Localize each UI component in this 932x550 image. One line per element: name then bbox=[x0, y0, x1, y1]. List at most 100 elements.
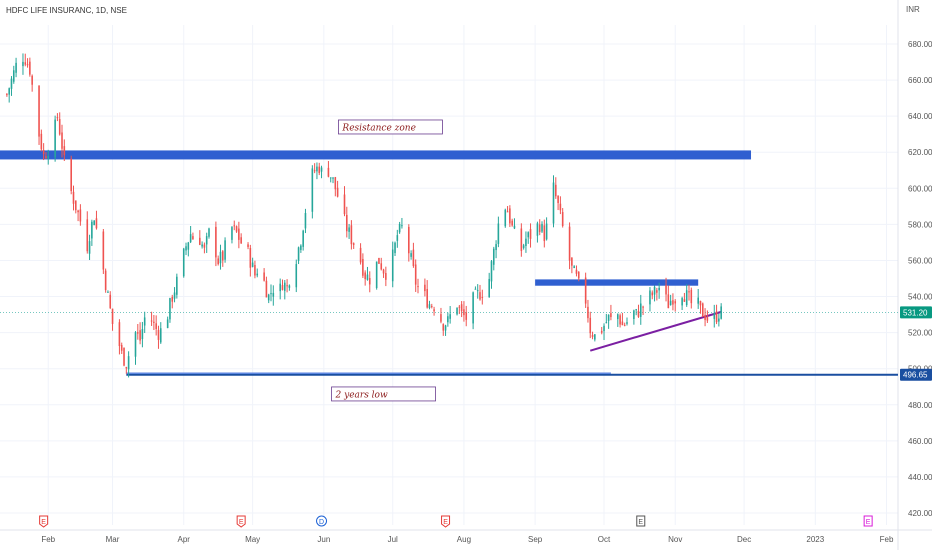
candle-body bbox=[444, 325, 447, 331]
candle-body bbox=[626, 322, 628, 324]
candle-body bbox=[150, 320, 153, 322]
candle-body bbox=[182, 248, 185, 277]
candle-body bbox=[29, 61, 31, 75]
x-tick-label: May bbox=[245, 535, 260, 544]
candle-body bbox=[426, 289, 428, 308]
candle-body bbox=[368, 278, 371, 285]
candle-body bbox=[520, 228, 523, 251]
candle-body bbox=[88, 241, 91, 254]
candle-body bbox=[720, 306, 722, 319]
candle-body bbox=[192, 236, 194, 240]
candle-body bbox=[440, 314, 442, 322]
candle-body bbox=[249, 248, 252, 268]
x-tick-label: Jul bbox=[388, 535, 398, 544]
candle-body bbox=[159, 328, 162, 343]
candle-body bbox=[125, 367, 128, 369]
y-tick-label: 660.00 bbox=[908, 76, 932, 85]
y-tick-label: 440.00 bbox=[908, 473, 932, 482]
candle-body bbox=[300, 245, 302, 250]
support-zone[interactable] bbox=[535, 279, 699, 286]
candle-body bbox=[40, 133, 43, 150]
candle-body bbox=[295, 264, 298, 288]
trendline[interactable] bbox=[589, 310, 722, 352]
candle-body bbox=[109, 294, 112, 309]
candle-body bbox=[139, 330, 141, 341]
candle-body bbox=[215, 226, 217, 258]
candle-body bbox=[511, 220, 513, 226]
candle-body bbox=[104, 270, 107, 291]
candles bbox=[6, 53, 722, 378]
candle-body bbox=[336, 187, 339, 197]
candle-body bbox=[362, 258, 364, 276]
candle-body bbox=[217, 258, 219, 265]
low-level-tag: 496.65 bbox=[903, 371, 928, 380]
resistance-zone[interactable] bbox=[0, 150, 752, 160]
candle-body bbox=[79, 209, 82, 222]
candle-body bbox=[715, 311, 718, 323]
candle-body bbox=[688, 291, 690, 293]
annotation-text: Resistance zone bbox=[341, 123, 416, 133]
candle-body bbox=[690, 289, 693, 304]
candle-body bbox=[6, 94, 8, 96]
annotation-text: 2 years low bbox=[335, 390, 388, 400]
dividend-marker[interactable] bbox=[316, 515, 328, 527]
candle-body bbox=[617, 314, 619, 320]
candle-body bbox=[476, 290, 479, 292]
candle-body bbox=[111, 308, 114, 324]
candle-body bbox=[603, 325, 605, 332]
price-tags: 531.20 496.65 bbox=[900, 306, 932, 381]
candle-body bbox=[522, 245, 525, 248]
candle-body bbox=[251, 262, 254, 267]
candle-body bbox=[316, 166, 318, 172]
y-tick-label: 520.00 bbox=[908, 329, 932, 338]
last-price-tag: 531.20 bbox=[903, 308, 928, 317]
candle-body bbox=[45, 156, 47, 159]
candle-body bbox=[672, 300, 674, 305]
earnings-marker[interactable] bbox=[236, 515, 246, 528]
earnings-marker[interactable] bbox=[863, 515, 873, 527]
annotation-box[interactable] bbox=[331, 386, 436, 402]
candle-body bbox=[385, 273, 387, 280]
candle-body bbox=[70, 158, 72, 192]
x-tick-label: 2023 bbox=[806, 535, 824, 544]
annotation-box[interactable] bbox=[338, 119, 443, 135]
candle-body bbox=[208, 228, 210, 237]
candle-body bbox=[410, 253, 412, 257]
earnings-marker[interactable] bbox=[636, 515, 646, 527]
drawing-layer[interactable] bbox=[0, 150, 898, 376]
x-tick-label: Dec bbox=[737, 535, 751, 544]
candle-body bbox=[256, 273, 259, 276]
candle-body bbox=[545, 223, 548, 240]
candle-body bbox=[240, 237, 242, 244]
candle-body bbox=[297, 247, 300, 261]
y-tick-label: 540.00 bbox=[908, 293, 932, 302]
candle-body bbox=[391, 249, 394, 282]
candle-body bbox=[231, 227, 233, 240]
candle-body bbox=[345, 214, 348, 232]
candle-body bbox=[408, 226, 410, 254]
candle-body bbox=[424, 284, 426, 292]
candle-body bbox=[272, 292, 275, 297]
candle-body bbox=[401, 225, 403, 227]
candle-body bbox=[72, 191, 75, 204]
chart-title: HDFC LIFE INSURANC, 1D, NSE bbox=[6, 6, 127, 15]
earnings-marker[interactable] bbox=[441, 515, 451, 528]
candle-body bbox=[428, 304, 431, 308]
candle-body bbox=[93, 220, 95, 226]
candle-body bbox=[137, 332, 139, 334]
earnings-marker[interactable] bbox=[39, 515, 49, 528]
annotations[interactable]: Resistance zone 2 years low bbox=[331, 119, 443, 402]
candle-body bbox=[633, 310, 635, 320]
candle-body bbox=[26, 64, 29, 66]
candle-body bbox=[77, 210, 79, 213]
candle-body bbox=[600, 330, 603, 333]
candle-body bbox=[621, 321, 624, 326]
candle-body bbox=[127, 356, 130, 370]
candle-body bbox=[56, 117, 59, 119]
y-tick-label: 460.00 bbox=[908, 437, 932, 446]
candle-body bbox=[543, 225, 546, 242]
candle-body bbox=[189, 234, 192, 243]
candle-body bbox=[123, 347, 125, 366]
